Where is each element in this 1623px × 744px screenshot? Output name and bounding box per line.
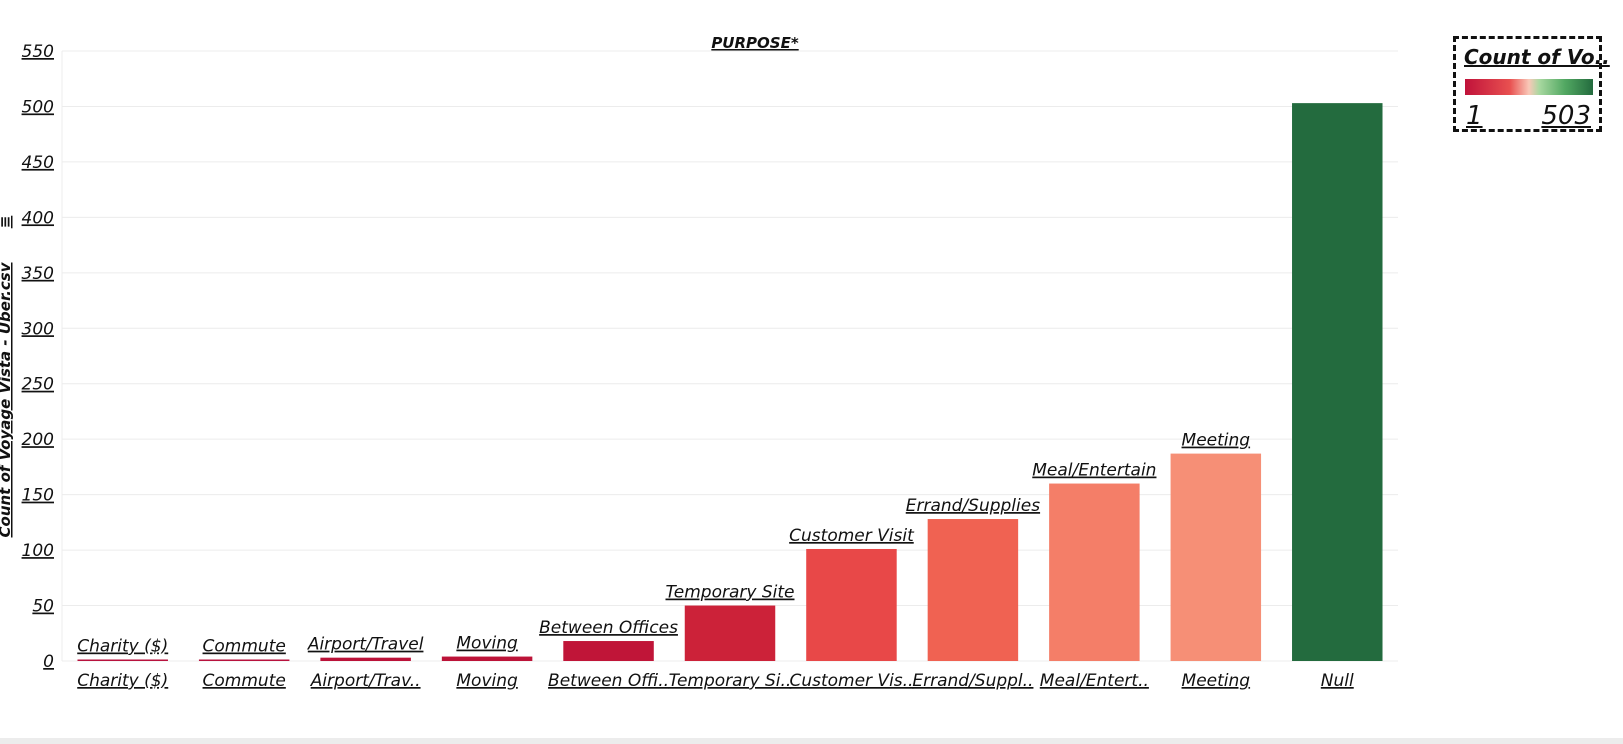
y-tick-label: 300 xyxy=(22,319,54,339)
bar[interactable] xyxy=(77,659,168,662)
bottom-scrollbar[interactable] xyxy=(0,738,1623,744)
x-tick-label: Between Offi.. xyxy=(548,671,669,691)
bar[interactable] xyxy=(806,548,897,661)
y-axis-label-suffix: ≡ xyxy=(0,216,14,229)
x-tick-label: Null xyxy=(1321,671,1354,691)
data-label: Commute xyxy=(203,637,286,657)
bar[interactable] xyxy=(563,641,654,661)
x-tick-label: Errand/Suppl.. xyxy=(912,671,1033,691)
data-label: Charity ($) xyxy=(77,637,168,657)
color-legend[interactable]: Count of Vo.. 1 503 xyxy=(1453,36,1610,132)
x-tick-label: Airport/Trav.. xyxy=(310,671,421,691)
legend-max-label: 503 xyxy=(1541,101,1591,131)
legend-gradient-bar xyxy=(1465,79,1593,95)
data-labels: Charity ($) Commute Airport/Travel Moving Be… xyxy=(77,431,1250,657)
y-tick-label: 150 xyxy=(22,486,54,506)
bar[interactable] xyxy=(198,659,290,662)
y-tick-label: 250 xyxy=(22,375,54,395)
y-tick-label: 550 xyxy=(22,42,54,62)
bar[interactable] xyxy=(441,656,533,661)
x-tick-label: Moving xyxy=(456,671,518,691)
bar[interactable] xyxy=(927,519,1019,661)
data-label: Temporary Site xyxy=(666,583,795,603)
x-tick-label: Meeting xyxy=(1182,671,1251,691)
y-tick-label: 200 xyxy=(22,430,54,450)
data-label: Airport/Travel xyxy=(307,635,424,655)
bar[interactable] xyxy=(1049,483,1140,661)
gridlines xyxy=(61,50,1398,662)
bar[interactable] xyxy=(1170,453,1262,661)
y-tick-label: 400 xyxy=(22,208,54,228)
x-tick-label: Temporary Si.. xyxy=(669,671,792,691)
bars xyxy=(77,103,1383,662)
bar[interactable] xyxy=(1292,103,1383,662)
data-label: Moving xyxy=(456,634,518,654)
y-tick-label: 50 xyxy=(32,597,54,617)
x-tick-label: Customer Vis.. xyxy=(789,671,913,691)
x-axis-labels: Charity ($) Commute Airport/Trav.. Moving Be… xyxy=(77,671,1354,691)
y-tick-label: 100 xyxy=(22,541,54,561)
y-tick-label: 500 xyxy=(22,97,54,117)
y-tick-label: 450 xyxy=(22,153,54,173)
y-axis-label: Count of Voyage Vista - Uber.csv xyxy=(0,261,14,537)
data-label: Errand/Supplies xyxy=(906,496,1040,516)
data-label: Meeting xyxy=(1182,431,1251,451)
x-tick-label: Charity ($) xyxy=(77,671,168,691)
data-label: Between Offices xyxy=(539,618,678,638)
y-tick-label: 0 xyxy=(43,652,54,672)
data-label: Customer Visit xyxy=(789,526,915,546)
bar[interactable] xyxy=(320,657,411,661)
data-label: Meal/Entertain xyxy=(1032,461,1156,481)
bar[interactable] xyxy=(684,605,776,661)
chart-title: PURPOSE* xyxy=(711,34,799,52)
y-tick-label: 350 xyxy=(22,264,54,284)
legend-min-label: 1 xyxy=(1466,101,1483,131)
legend-title: Count of Vo.. xyxy=(1464,45,1610,69)
y-axis-ticks: 0 50 100 150 200 250 300 350 400 450 500 550 xyxy=(22,42,54,672)
x-tick-label: Meal/Entert.. xyxy=(1040,671,1149,691)
x-tick-label: Commute xyxy=(203,671,286,691)
